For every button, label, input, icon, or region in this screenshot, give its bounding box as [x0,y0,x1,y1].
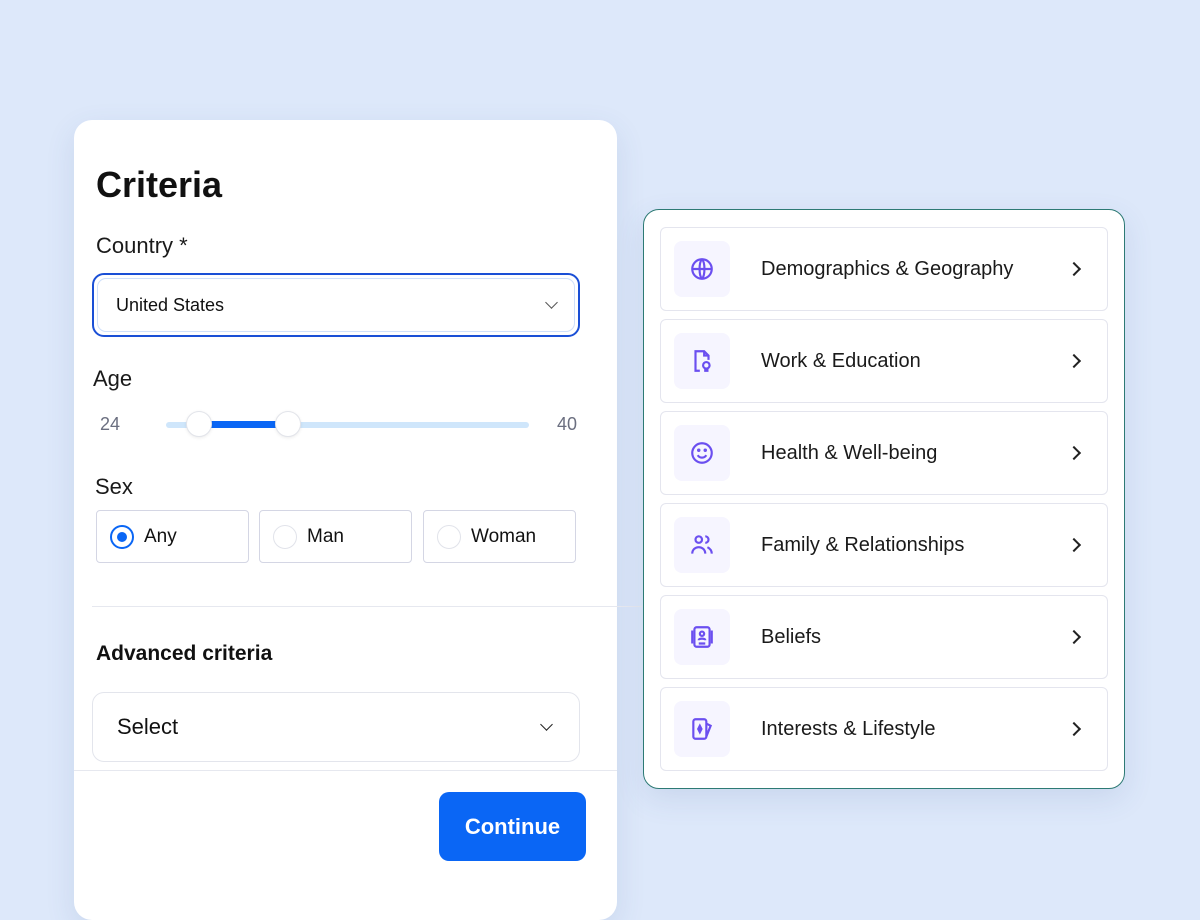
certificate-document-icon [674,333,730,389]
chevron-down-icon [540,718,553,731]
category-label: Beliefs [761,625,822,648]
chevron-right-icon [1066,445,1082,461]
chevron-right-icon [1066,721,1082,737]
globe-icon [674,241,730,297]
category-work-education[interactable]: Work & Education [660,319,1108,403]
page-title: Criteria [96,164,223,205]
option-label: Man [307,525,344,547]
country-value: United States [116,294,225,315]
category-health-wellbeing[interactable]: Health & Well-being [660,411,1108,495]
country-select[interactable]: United States [92,273,580,337]
age-max: 40 [557,414,578,434]
portrait-book-icon [674,609,730,665]
category-interests-lifestyle[interactable]: Interests & Lifestyle [660,687,1108,771]
sex-label: Sex [95,474,133,499]
smiley-icon [674,425,730,481]
radio-checked-icon [110,524,134,549]
category-demographics-geography[interactable]: Demographics & Geography [660,227,1108,311]
card-icon [674,701,730,757]
category-panel: Demographics & Geography Work & Educatio… [643,209,1125,789]
category-label: Family & Relationships [761,533,965,556]
sex-option-man[interactable]: Man [259,510,412,563]
select-placeholder: Select [117,714,179,739]
category-beliefs[interactable]: Beliefs [660,595,1108,679]
advanced-criteria-heading: Advanced criteria [96,642,273,665]
age-slider-min-handle[interactable] [186,411,212,437]
chevron-down-icon [545,296,558,309]
age-min: 24 [100,414,121,434]
sex-option-any[interactable]: Any [96,510,249,563]
option-label: Any [144,525,177,547]
divider [74,770,617,771]
criteria-card: Criteria Country * United States Age 24 … [74,120,642,920]
country-label: Country * [96,233,188,258]
divider [92,606,642,607]
chevron-right-icon [1066,537,1082,553]
chevron-right-icon [1066,629,1082,645]
chevron-right-icon [1066,353,1082,369]
continue-button[interactable]: Continue [439,792,586,861]
radio-icon [437,524,461,549]
age-label: Age [93,366,133,391]
age-slider-max-handle[interactable] [275,411,301,437]
option-label: Woman [471,525,537,547]
age-slider-range [199,421,288,428]
category-family-relationships[interactable]: Family & Relationships [660,503,1108,587]
radio-icon [273,524,297,549]
users-icon [674,517,730,573]
category-label: Work & Education [761,349,921,372]
category-label: Interests & Lifestyle [761,717,936,740]
sex-option-woman[interactable]: Woman [423,510,576,563]
advanced-criteria-select[interactable]: Select [92,692,580,762]
category-label: Health & Well-being [761,441,938,464]
category-label: Demographics & Geography [761,257,1014,280]
chevron-right-icon [1066,261,1082,277]
age-slider-track[interactable] [166,422,529,428]
